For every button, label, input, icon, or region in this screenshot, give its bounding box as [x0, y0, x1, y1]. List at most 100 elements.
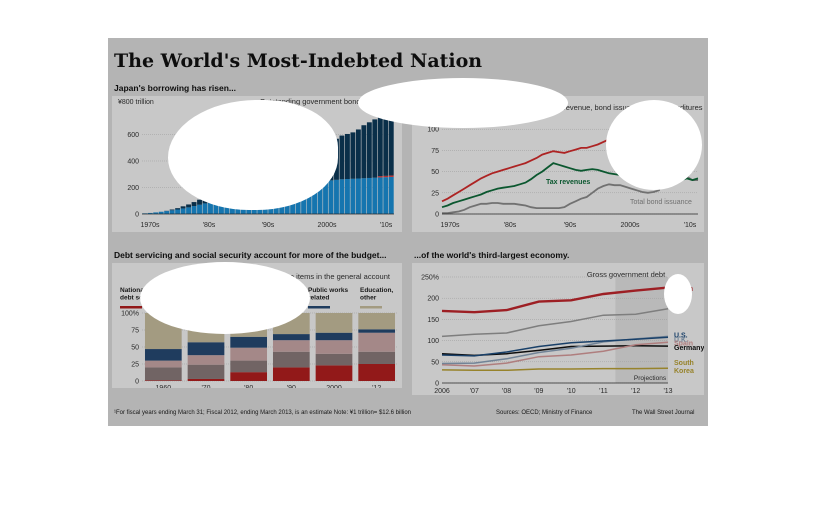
bar-segment — [361, 178, 367, 214]
legend-label: National debt service — [120, 287, 158, 302]
bar-segment — [358, 329, 396, 333]
bar-segment — [315, 313, 353, 333]
bar-segment — [186, 204, 192, 208]
bar-segment — [279, 178, 285, 190]
bar-segment — [315, 365, 353, 381]
bar-segment — [315, 340, 353, 354]
legend-swatch — [308, 306, 330, 309]
bar-segment — [323, 180, 328, 214]
x-tick-label: '90 — [287, 385, 296, 388]
bar-segment — [383, 112, 389, 176]
bar-segment — [315, 353, 353, 366]
x-tick-label: '07 — [470, 388, 479, 395]
bar-segment — [147, 212, 153, 214]
bar-segment — [372, 177, 378, 214]
y-tick-label: 600 — [127, 132, 139, 139]
x-tick-label: '12 — [631, 388, 640, 395]
y-tick-label: 100 — [427, 338, 439, 345]
chart-title: Gross government debt — [587, 270, 666, 279]
bar-segment — [323, 146, 328, 181]
legend-label-line: Education, — [360, 287, 393, 294]
series-line — [441, 367, 669, 372]
x-tick-label: '80s — [203, 222, 216, 229]
y-tick-label: 50 — [131, 345, 139, 352]
bar-segment — [153, 212, 159, 214]
y-tick-label: 75 — [431, 148, 439, 155]
legend-label: Public works related — [308, 287, 348, 302]
bar-segment — [383, 177, 389, 214]
series-label: Japan — [674, 286, 693, 293]
x-tick-label: 1960 — [156, 385, 172, 388]
bar-segment — [317, 150, 323, 182]
y-tick-label: 50 — [431, 169, 439, 176]
bar-segment — [358, 364, 396, 381]
bar-segment — [317, 181, 323, 214]
bar-segment — [224, 198, 230, 214]
bar-segment — [372, 119, 378, 178]
y-tick-label: 25 — [431, 190, 439, 197]
bar-segment — [306, 160, 312, 183]
bar-segment — [358, 332, 396, 352]
bar-segment — [230, 313, 268, 337]
bar-segment — [218, 192, 224, 200]
x-tick-label: '08 — [502, 388, 511, 395]
bar-segment — [144, 367, 182, 381]
bar-segment — [339, 179, 345, 214]
x-tick-label: '10 — [567, 388, 576, 395]
y-tick-label: 75 — [131, 328, 139, 335]
legend-label-construction: Construction bonds — [192, 167, 253, 174]
bar-segment — [334, 179, 339, 214]
chart1-subtitle: Japan's borrowing has risen... — [114, 83, 236, 93]
bar-segment — [272, 367, 310, 381]
bar-segment — [279, 189, 285, 214]
bar-segment — [240, 186, 246, 196]
bar-segment — [246, 186, 252, 196]
annotation-projections: Projections — [634, 375, 667, 382]
bar-segment — [187, 378, 225, 381]
bar-segment — [272, 340, 310, 352]
legend-swatch — [120, 306, 142, 309]
bar-segment — [295, 167, 301, 185]
x-tick-label: 2000s — [317, 222, 337, 229]
bar-segment — [175, 208, 181, 210]
legend-label: Education, other — [360, 287, 393, 302]
series-line — [441, 308, 669, 338]
bar-segment — [208, 202, 213, 214]
bar-segment — [262, 183, 268, 194]
bar-segment — [312, 182, 318, 214]
bar-segment — [290, 185, 296, 214]
bar-segment — [350, 178, 356, 214]
x-tick-label: 2000 — [326, 385, 342, 388]
bar-segment — [240, 195, 246, 214]
series-line — [441, 286, 669, 314]
bar-segment — [388, 176, 394, 214]
y-tick-label: 250% — [421, 275, 439, 282]
bar-segment — [339, 135, 345, 180]
bar-segment — [169, 209, 175, 211]
bar-segment — [268, 192, 274, 214]
bar-segment — [235, 196, 241, 214]
chart-tax-revenue: 0 25 50 75 100 ¥125 trillion Tax revenue, bond… — [412, 96, 704, 232]
legend-label: Local allocation, tax grants, etc. — [170, 287, 221, 302]
bar-segment — [191, 206, 197, 214]
series-label: Spain — [674, 340, 693, 347]
bar-segment — [295, 184, 301, 214]
bar-segment — [301, 163, 307, 184]
chart3-subtitle: Debt servicing and social security accou… — [114, 250, 387, 260]
figure-title: The World's Most-Indebted Nation — [114, 50, 483, 72]
bar-segment — [306, 182, 312, 214]
bar-segment — [158, 211, 164, 214]
bar-segment — [202, 203, 208, 214]
bar-segment — [144, 360, 182, 368]
y-tick-label: 50 — [431, 359, 439, 366]
bar-segment — [169, 210, 175, 214]
bar-segment — [187, 355, 225, 365]
x-tick-label: '10s — [684, 222, 697, 229]
bar-segment — [377, 115, 383, 177]
bar-segment — [312, 155, 318, 183]
bar-segment — [290, 171, 296, 186]
bar-segment — [187, 342, 225, 356]
bar-segment — [213, 193, 219, 202]
legend-swatch — [170, 306, 192, 309]
x-tick-label: 1970s — [140, 222, 160, 229]
